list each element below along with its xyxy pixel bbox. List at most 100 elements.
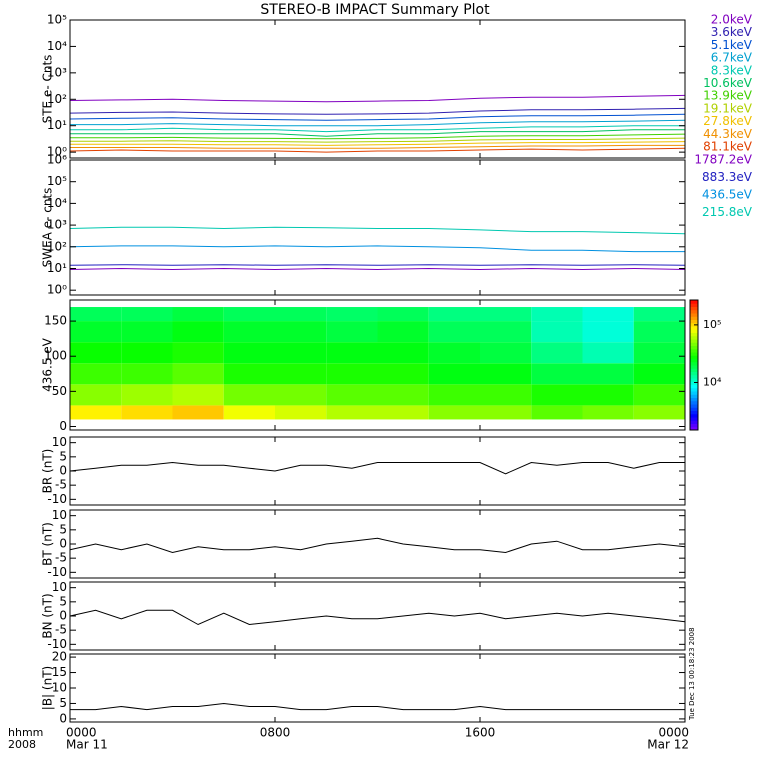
heat-cell (582, 342, 634, 364)
series-line (70, 137, 686, 143)
colorbar-step (690, 371, 698, 376)
heat-cell (377, 405, 429, 420)
colorbar-step (690, 374, 698, 379)
heat-cell (121, 405, 173, 420)
heat-cell (582, 307, 634, 322)
legend-entry: 81.1keV (703, 140, 753, 154)
heat-cell (275, 405, 327, 420)
heat-cell (326, 405, 378, 420)
y-tick-label: -5 (55, 623, 67, 637)
colorbar-step (690, 417, 698, 421)
colorbar-step (690, 394, 698, 398)
heat-cell (326, 321, 378, 343)
panel-frame (69, 509, 686, 579)
heat-cell (531, 342, 583, 364)
colorbar-step (690, 426, 698, 431)
y-tick-label: 10 (52, 435, 67, 449)
colorbar-step (690, 358, 698, 363)
series-line (70, 125, 685, 133)
x-tick-label: 0000 (658, 726, 689, 740)
heat-cell (531, 363, 583, 385)
x-tick-label: 1600 (465, 726, 496, 740)
series-line (69, 537, 686, 554)
heat-cell (480, 342, 532, 364)
y-tick-label: 5 (59, 449, 67, 463)
y-tick-label: 15 (52, 665, 67, 679)
y-tick-label: 10³ (47, 65, 67, 79)
heat-cell (480, 405, 532, 420)
heat-cell (480, 384, 532, 406)
panel-frame (69, 653, 686, 723)
y-axis-label: BR (nT) (41, 449, 55, 494)
heat-cell (633, 405, 685, 420)
y-tick-label: 10² (47, 239, 67, 253)
heat-cell (326, 363, 378, 385)
chart-title: STEREO-B IMPACT Summary Plot (260, 2, 490, 18)
heat-cell (326, 342, 378, 364)
date-label: Mar 11 (66, 738, 108, 752)
heat-cell (582, 363, 634, 385)
heat-cell (633, 363, 685, 385)
colorbar-step (690, 303, 698, 307)
heat-cell (121, 307, 173, 322)
colorbar-step (690, 404, 698, 408)
colorbar-step (690, 407, 698, 411)
series-line (69, 147, 686, 153)
heat-cell (480, 307, 532, 322)
y-tick-label: 5 (59, 522, 67, 536)
y-tick-label: 10³ (47, 218, 67, 232)
y-tick-label: 0 (59, 711, 67, 725)
heat-cell (377, 384, 429, 406)
y-tick-label: 100 (44, 349, 67, 363)
colorbar-step (690, 423, 698, 428)
legend-entry: 44.3keV (703, 127, 753, 141)
heat-cell (121, 384, 173, 406)
colorbar-step (690, 306, 698, 311)
colorbar-step (690, 400, 698, 405)
y-tick-label: -10 (47, 565, 67, 579)
colorbar-step (690, 361, 698, 366)
colorbar-step (690, 387, 698, 392)
heat-cell (223, 307, 275, 322)
heat-cell (70, 363, 122, 385)
colorbar-step (690, 365, 698, 369)
series-line (70, 119, 686, 127)
heat-cell (121, 363, 173, 385)
heat-cell (70, 321, 122, 343)
y-tick-label: 150 (44, 314, 67, 328)
series-line (69, 94, 686, 103)
series-line (69, 264, 686, 266)
colorbar-step (690, 355, 698, 359)
heat-cell (70, 405, 122, 420)
y-axis-label: SWEA e- cnts (41, 188, 55, 268)
panel-frame (69, 581, 686, 651)
y-tick-label: 50 (52, 384, 67, 398)
legend-entry: 2.0keV (711, 13, 753, 27)
y-tick-label: 10² (47, 92, 67, 106)
heat-cell (275, 384, 327, 406)
heat-cell (428, 363, 480, 385)
y-tick-label: 10⁰ (47, 283, 67, 297)
heat-cell (582, 321, 634, 343)
legend-entry: 1787.2eV (694, 153, 752, 167)
colorbar-step (690, 316, 698, 320)
y-tick-label: -10 (47, 492, 67, 506)
heat-cell (633, 342, 685, 364)
y-tick-label: 20 (52, 650, 67, 664)
heat-cell (275, 307, 327, 322)
heat-cell (223, 321, 275, 343)
heat-cell (480, 321, 532, 343)
heat-cell (531, 384, 583, 406)
colorbar-step (690, 319, 698, 324)
heat-cell (428, 342, 480, 364)
axis-caption: 2008 (8, 738, 36, 751)
heat-cell (377, 307, 429, 322)
series-line (70, 141, 686, 146)
legend-entry: 6.7keV (711, 51, 753, 65)
colorbar-step (690, 309, 698, 314)
heat-cell (275, 363, 327, 385)
y-axis-label: BT (nT) (41, 522, 55, 566)
colorbar-tick-label: 10⁵ (703, 318, 721, 331)
heat-cell (428, 307, 480, 322)
